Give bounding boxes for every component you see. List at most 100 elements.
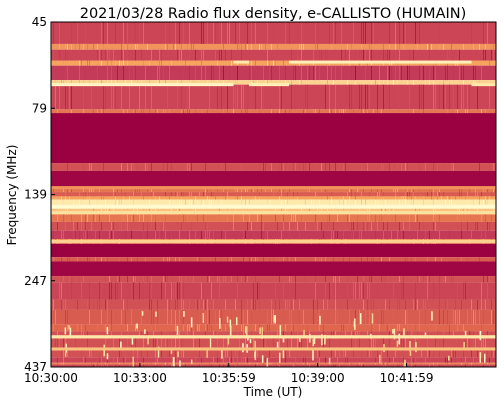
noise-stripe — [71, 109, 72, 114]
noise-stripe — [479, 163, 480, 171]
noise-stripe — [345, 331, 346, 336]
noise-stripe — [445, 299, 446, 310]
noise-stripe — [75, 230, 76, 239]
noise-stripe — [475, 309, 476, 325]
noise-stripe — [309, 331, 310, 336]
noise-stripe — [73, 364, 74, 367]
noise-stripe — [315, 192, 316, 197]
y-tick-label: 79 — [32, 101, 47, 115]
noise-stripe — [411, 357, 412, 363]
noise-stripe — [101, 257, 102, 262]
noise-stripe — [353, 192, 354, 197]
noise-stripe — [479, 309, 480, 325]
noise-stripe — [221, 230, 222, 239]
noise-stripe — [239, 338, 240, 348]
burst-spike — [353, 321, 356, 327]
noise-stripe — [199, 324, 200, 332]
noise-stripe — [413, 192, 414, 197]
noise-stripe — [277, 324, 278, 332]
noise-stripe — [289, 350, 290, 358]
noise-stripe — [385, 364, 386, 367]
noise-stripe — [151, 338, 152, 348]
noise-stripe — [457, 214, 458, 222]
noise-stripe — [125, 43, 126, 50]
noise-stripe — [335, 299, 336, 310]
noise-stripe — [397, 350, 398, 358]
noise-stripe — [389, 257, 390, 262]
noise-stripe — [183, 309, 184, 325]
noise-stripe — [295, 163, 296, 171]
noise-stripe — [439, 282, 440, 300]
noise-stripe — [59, 338, 60, 348]
noise-stripe — [195, 357, 196, 363]
noise-stripe — [183, 199, 184, 205]
noise-stripe — [309, 187, 310, 193]
noise-stripe — [461, 357, 462, 363]
noise-stripe — [233, 364, 234, 367]
noise-stripe — [315, 214, 316, 222]
noise-stripe — [375, 187, 376, 193]
noise-stripe — [115, 22, 116, 44]
noise-stripe — [123, 109, 124, 114]
noise-stripe — [195, 49, 196, 61]
noise-stripe — [65, 309, 66, 325]
noise-stripe — [447, 362, 448, 365]
noise-stripe — [187, 214, 188, 222]
noise-stripe — [315, 257, 316, 262]
noise-stripe — [175, 282, 176, 300]
noise-stripe — [325, 49, 326, 61]
noise-stripe — [383, 80, 384, 85]
noise-stripe — [395, 65, 396, 81]
burst-spike — [141, 311, 144, 316]
noise-stripe — [479, 357, 480, 363]
noise-stripe — [89, 199, 90, 205]
noise-stripe — [77, 324, 78, 332]
noise-stripe — [183, 282, 184, 300]
noise-stripe — [427, 109, 428, 114]
noise-stripe — [381, 163, 382, 171]
noise-stripe — [241, 192, 242, 197]
noise-stripe — [155, 357, 156, 363]
noise-stripe — [71, 282, 72, 300]
noise-stripe — [465, 282, 466, 300]
noise-stripe — [365, 357, 366, 363]
noise-stripe — [263, 338, 264, 348]
noise-stripe — [427, 43, 428, 50]
noise-stripe — [319, 163, 320, 171]
noise-stripe — [381, 350, 382, 358]
frequency-band — [51, 243, 496, 258]
noise-stripe — [159, 350, 160, 358]
noise-stripe — [339, 109, 340, 114]
noise-stripe — [195, 109, 196, 114]
noise-stripe — [217, 80, 218, 85]
noise-stripe — [129, 324, 130, 332]
noise-stripe — [419, 221, 420, 231]
noise-stripe — [389, 362, 390, 365]
noise-stripe — [289, 109, 290, 114]
noise-stripe — [491, 350, 492, 358]
noise-stripe — [475, 199, 476, 205]
noise-stripe — [253, 299, 254, 310]
noise-stripe — [319, 364, 320, 367]
noise-stripe — [325, 187, 326, 193]
noise-stripe — [219, 22, 220, 44]
noise-stripe — [371, 49, 372, 61]
burst-spike — [379, 354, 381, 364]
noise-stripe — [413, 80, 414, 85]
noise-stripe — [149, 362, 150, 365]
noise-stripe — [225, 324, 226, 332]
noise-stripe — [209, 199, 210, 205]
emission-streak — [51, 186, 496, 190]
noise-stripe — [373, 338, 374, 348]
noise-stripe — [111, 362, 112, 365]
noise-stripe — [149, 109, 150, 114]
noise-stripe — [111, 331, 112, 336]
noise-stripe — [373, 324, 374, 332]
noise-stripe — [123, 199, 124, 205]
noise-stripe — [135, 338, 136, 348]
noise-stripe — [429, 187, 430, 193]
noise-stripe — [139, 84, 140, 110]
noise-stripe — [357, 187, 358, 193]
noise-stripe — [397, 299, 398, 310]
burst-spike — [463, 342, 465, 351]
